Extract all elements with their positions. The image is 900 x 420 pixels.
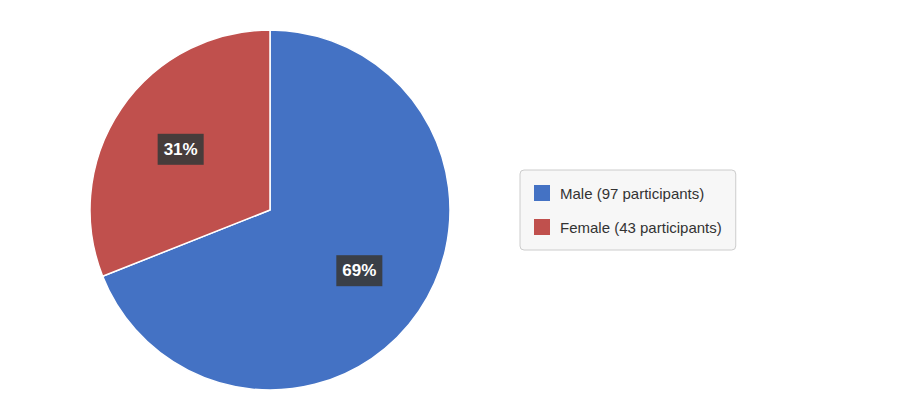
data-label-background: [336, 255, 382, 286]
legend-swatch: [534, 185, 550, 201]
chart-container: 69% 31% Male (97 participants) Female (43 p…: [0, 0, 900, 420]
pie-slice: [90, 30, 270, 276]
data-label: 31%: [164, 140, 198, 159]
data-label: 69%: [342, 261, 376, 280]
data-label-group: 31%: [158, 134, 204, 165]
chart: 69% 31% Male (97 participants) Female (43 p…: [0, 0, 900, 420]
data-labels: 69% 31%: [158, 134, 383, 286]
data-label-background: [158, 134, 204, 165]
slices: [90, 30, 450, 390]
legend-label: Female (43 participants): [560, 219, 722, 236]
legend: Male (97 participants) Female (43 partici…: [520, 170, 736, 250]
legend-frame: [520, 170, 736, 250]
legend-swatch: [534, 219, 550, 235]
data-label-group: 69%: [336, 255, 382, 286]
legend-label: Male (97 participants): [560, 185, 704, 202]
